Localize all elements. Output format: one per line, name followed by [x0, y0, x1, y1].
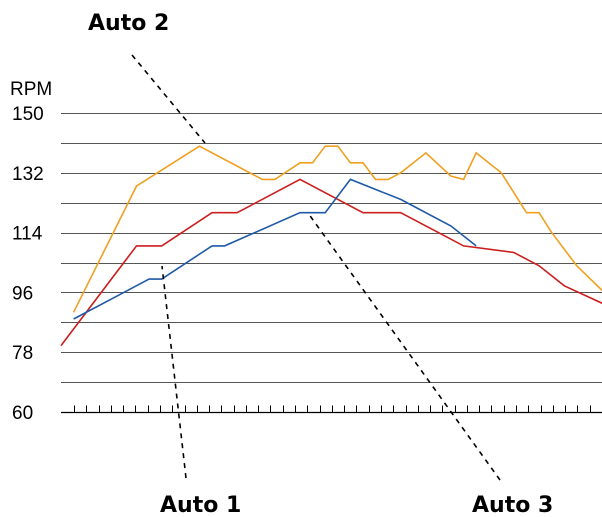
callout-label: Auto 1 [160, 493, 241, 517]
callout-label: Auto 2 [88, 11, 169, 36]
callouts: Auto 2 Auto 1 Auto 3 [88, 11, 553, 517]
x-axis [61, 405, 602, 414]
callout-leader [307, 212, 501, 481]
y-axis: RPM 60 78 96 114 132 150 [10, 79, 52, 424]
callout-leader [161, 265, 187, 479]
series-line-auto-1 [60, 178, 602, 347]
series-line-auto-3 [73, 178, 477, 320]
y-tick-label: 132 [12, 164, 44, 185]
callout-label: Auto 3 [472, 493, 553, 517]
y-tick-label: 96 [12, 283, 33, 304]
y-tick-label: 78 [12, 343, 33, 364]
y-tick-label: 114 [12, 224, 43, 245]
y-tick-label: 150 [12, 104, 44, 125]
gridlines [61, 113, 602, 383]
series-lines [60, 145, 602, 347]
series-line-auto-2 [72, 145, 602, 313]
y-tick-label: 60 [12, 403, 33, 424]
y-axis-title: RPM [10, 79, 52, 100]
callout-leader [131, 54, 206, 144]
